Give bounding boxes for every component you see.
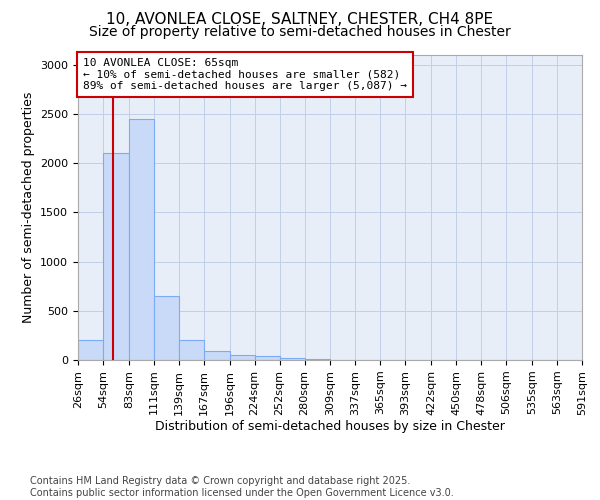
Bar — [230, 355, 254, 360]
Bar — [154, 296, 179, 360]
Bar — [78, 340, 103, 360]
Text: Size of property relative to semi-detached houses in Chester: Size of property relative to semi-detach… — [89, 25, 511, 39]
Y-axis label: Number of semi-detached properties: Number of semi-detached properties — [22, 92, 35, 323]
Bar — [254, 356, 280, 360]
Text: Contains HM Land Registry data © Crown copyright and database right 2025.
Contai: Contains HM Land Registry data © Crown c… — [30, 476, 454, 498]
Bar — [305, 359, 331, 360]
Bar — [280, 358, 305, 360]
Text: 10 AVONLEA CLOSE: 65sqm
← 10% of semi-detached houses are smaller (582)
89% of s: 10 AVONLEA CLOSE: 65sqm ← 10% of semi-de… — [83, 58, 407, 91]
X-axis label: Distribution of semi-detached houses by size in Chester: Distribution of semi-detached houses by … — [155, 420, 505, 434]
Bar — [204, 350, 230, 360]
Bar — [129, 119, 154, 360]
Bar — [103, 154, 129, 360]
Text: 10, AVONLEA CLOSE, SALTNEY, CHESTER, CH4 8PE: 10, AVONLEA CLOSE, SALTNEY, CHESTER, CH4… — [106, 12, 494, 28]
Bar — [179, 340, 204, 360]
